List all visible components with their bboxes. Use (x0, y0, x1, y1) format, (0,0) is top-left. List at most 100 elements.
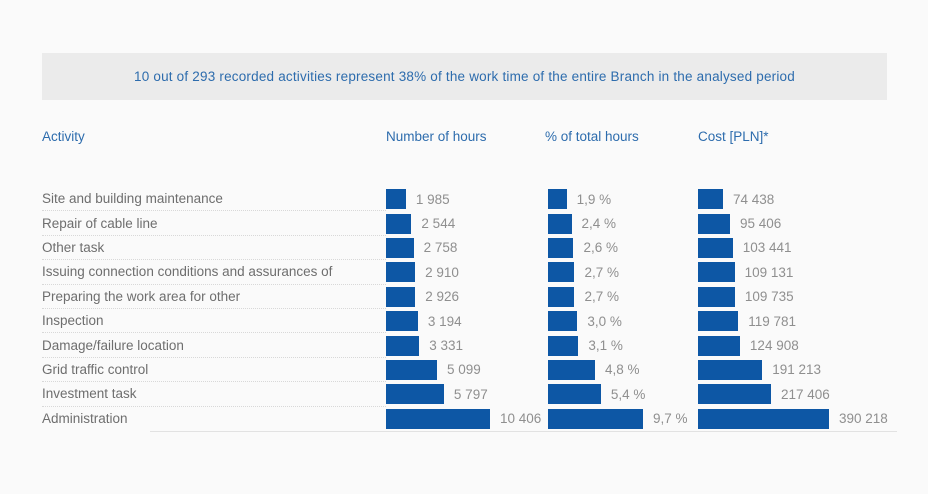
cost-cell: 217 406 (698, 382, 898, 406)
cost-value: 109 735 (744, 289, 794, 305)
table-row: Repair of cable line 2 544 2,4 % 95 406 (42, 211, 902, 236)
hours-value: 5 099 (446, 362, 481, 378)
activity-label: Site and building maintenance (42, 187, 386, 212)
hours-bar (386, 359, 437, 380)
table-row: Preparing the work area for other 2 926 … (42, 285, 902, 309)
cost-cell: 103 441 (698, 236, 898, 260)
hours-cell: 3 194 (386, 309, 548, 333)
hours-cell: 5 099 (386, 358, 548, 382)
cost-cell: 109 131 (698, 260, 898, 284)
cost-bar (698, 213, 731, 234)
cost-value: 390 218 (839, 411, 888, 427)
activity-label: Damage/failure location (42, 333, 386, 358)
percent-value: 4,8 % (605, 362, 640, 378)
table-row: Grid traffic control 5 099 4,8 % 191 213 (42, 358, 902, 383)
activity-label: Administration (42, 411, 128, 427)
hours-cell: 10 406 (386, 407, 548, 431)
cost-bar (698, 384, 771, 405)
percent-value: 3,0 % (587, 313, 622, 329)
hours-bar (386, 237, 414, 258)
hours-value: 1 985 (415, 191, 450, 207)
hours-bar (386, 286, 416, 307)
cost-bar (698, 189, 723, 210)
cost-cell: 95 406 (698, 211, 898, 235)
hours-cell: 2 544 (386, 211, 548, 235)
cost-bar (698, 359, 763, 380)
table-bottom-rule (150, 431, 897, 432)
cost-cell: 74 438 (698, 187, 898, 211)
hours-bar (386, 384, 444, 405)
hours-value: 2 758 (423, 240, 458, 256)
column-header-hours: Number of hours (386, 129, 487, 144)
hours-cell: 3 331 (386, 333, 548, 357)
hours-bar (386, 262, 416, 283)
column-headers: Activity Number of hours % of total hour… (0, 129, 928, 145)
hours-cell: 2 910 (386, 260, 548, 284)
hours-value: 2 926 (425, 289, 460, 305)
percent-value: 2,6 % (583, 240, 618, 256)
hours-bar (386, 189, 406, 210)
cost-value: 95 406 (740, 216, 782, 232)
percent-cell: 3,1 % (548, 333, 698, 357)
cost-cell: 191 213 (698, 358, 898, 382)
activity-label: Preparing the work area for other (42, 285, 386, 309)
percent-cell: 3,0 % (548, 309, 698, 333)
percent-bar (548, 311, 578, 332)
table-row: Inspection 3 194 3,0 % 119 781 (42, 309, 902, 334)
percent-bar (548, 359, 595, 380)
cost-cell: 109 735 (698, 285, 898, 309)
activity-label: Issuing connection conditions and assura… (42, 260, 386, 285)
cost-bar (698, 408, 829, 429)
percent-bar (548, 335, 579, 356)
percent-value: 3,1 % (588, 338, 623, 354)
column-header-cost: Cost [PLN]* (698, 129, 769, 144)
summary-banner: 10 out of 293 recorded activities repres… (42, 53, 887, 100)
hours-value: 2 910 (425, 264, 459, 280)
percent-cell: 2,7 % (548, 260, 698, 284)
cost-value: 103 441 (742, 240, 792, 256)
summary-banner-text: 10 out of 293 recorded activities repres… (134, 69, 795, 84)
percent-cell: 4,8 % (548, 358, 698, 382)
cost-bar (698, 311, 739, 332)
percent-value: 2,7 % (584, 264, 619, 280)
cost-cell: 390 218 (698, 407, 898, 431)
cost-bar (698, 237, 733, 258)
hours-value: 3 194 (427, 313, 462, 329)
table-row: Other task 2 758 2,6 % 103 441 (42, 236, 902, 261)
activity-label: Repair of cable line (42, 211, 386, 236)
cost-value: 124 908 (749, 338, 799, 354)
cost-cell: 124 908 (698, 333, 898, 357)
percent-value: 9,7 % (653, 411, 688, 427)
table-row: Administration 10 406 9,7 % 390 218 (42, 407, 902, 431)
cost-value: 74 438 (732, 191, 775, 207)
column-header-percent: % of total hours (545, 129, 639, 144)
table-row: Issuing connection conditions and assura… (42, 260, 902, 285)
activity-label: Grid traffic control (42, 358, 386, 383)
activity-label: Inspection (42, 309, 386, 334)
table-row: Site and building maintenance 1 985 1,9 … (42, 187, 902, 212)
cost-bar (698, 262, 735, 283)
percent-cell: 2,7 % (548, 285, 698, 309)
percent-value: 2,7 % (584, 289, 619, 305)
percent-cell: 9,7 % (548, 407, 698, 431)
percent-cell: 2,4 % (548, 211, 698, 235)
percent-cell: 5,4 % (548, 382, 698, 406)
percent-value: 2,4 % (581, 216, 617, 232)
hours-value: 3 331 (429, 338, 464, 354)
hours-bar (386, 311, 418, 332)
percent-bar (548, 408, 643, 429)
hours-cell: 2 926 (386, 285, 548, 309)
column-header-activity: Activity (42, 129, 85, 144)
cost-bar (698, 335, 740, 356)
percent-value: 1,9 % (576, 191, 612, 207)
table-row: Damage/failure location 3 331 3,1 % 124 … (42, 333, 902, 358)
activity-label: Investment task (42, 382, 386, 407)
percent-bar (548, 286, 575, 307)
cost-value: 217 406 (780, 386, 830, 402)
percent-cell: 1,9 % (548, 187, 698, 211)
percent-value: 5,4 % (610, 386, 646, 402)
percent-bar (548, 384, 601, 405)
cost-value: 191 213 (772, 362, 821, 378)
percent-bar (548, 262, 575, 283)
